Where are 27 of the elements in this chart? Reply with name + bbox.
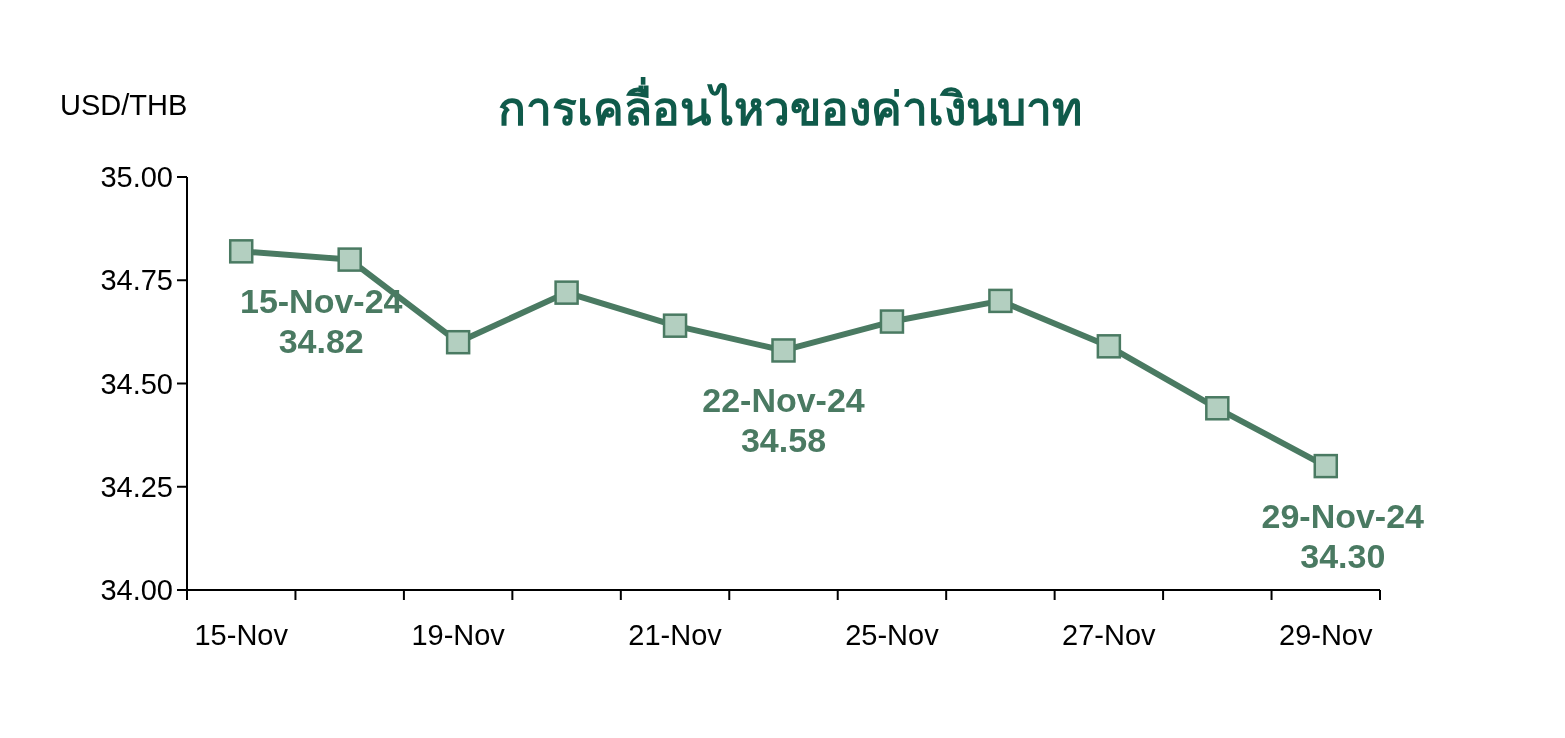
y-tick-label: 35.00 xyxy=(100,161,173,193)
point xyxy=(662,313,688,338)
x-tick-label: 25-Nov xyxy=(845,619,940,651)
y-tick-label: 34.00 xyxy=(100,574,173,606)
x-tick-label: 21-Nov xyxy=(628,619,723,651)
annotation: 29-Nov-24 34.30 xyxy=(1261,497,1425,576)
annotation: 15-Nov-24 34.82 xyxy=(239,282,403,361)
chart-title: การเคลื่อนไหวของค่าเงินบาท xyxy=(498,77,1082,135)
point xyxy=(879,309,905,334)
point xyxy=(1205,396,1230,421)
point xyxy=(1313,453,1339,479)
x-tick-label: 19-Nov xyxy=(411,619,506,651)
y-tick-label: 34.75 xyxy=(100,264,173,297)
annotation: 22-Nov-24 34.58 xyxy=(702,381,865,460)
point xyxy=(554,280,579,305)
x-tick-label: 15-Nov xyxy=(194,619,289,651)
y-axis-title: USD/THB xyxy=(60,89,188,121)
y-tick-label: 34.25 xyxy=(100,470,173,503)
point xyxy=(228,239,254,264)
point xyxy=(1096,334,1122,359)
x-tick-label: 29-Nov xyxy=(1279,619,1374,651)
x-tick-label: 27-Nov xyxy=(1062,619,1157,651)
point xyxy=(988,288,1013,314)
point xyxy=(445,329,471,355)
point xyxy=(337,247,362,272)
y-tick-label: 34.50 xyxy=(100,367,173,400)
point xyxy=(771,338,796,363)
